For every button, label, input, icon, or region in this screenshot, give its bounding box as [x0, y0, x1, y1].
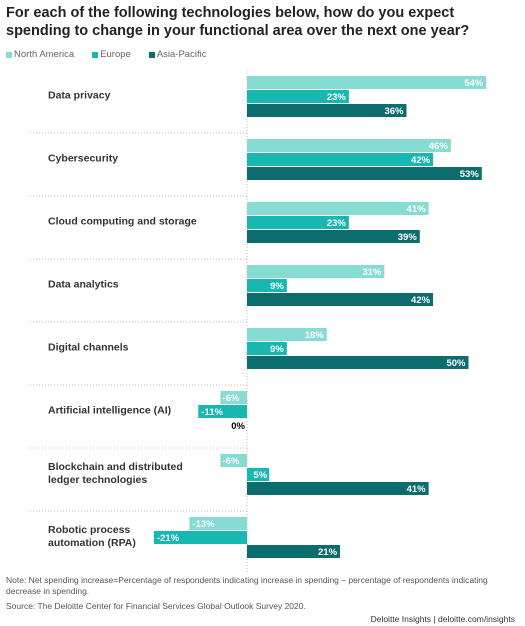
bar	[247, 342, 287, 355]
value-label: 54%	[464, 78, 484, 89]
value-label: 23%	[327, 218, 347, 229]
bar	[198, 405, 247, 418]
value-label: 46%	[429, 141, 449, 152]
value-label: 0%	[231, 421, 245, 432]
category-label: Data privacy	[48, 89, 111, 102]
source: Source: The Deloitte Center for Financia…	[6, 601, 306, 611]
bar	[247, 76, 487, 89]
bar	[247, 328, 327, 341]
category-label: Data analytics	[48, 278, 119, 291]
value-label: -6%	[222, 393, 239, 404]
legend-item: North America	[6, 49, 74, 60]
legend-swatch	[92, 51, 99, 58]
bar	[247, 139, 451, 152]
bar	[247, 202, 429, 215]
chart-title: For each of the following technologies b…	[6, 5, 470, 39]
bar	[247, 293, 434, 306]
value-label: 42%	[411, 155, 431, 166]
bar	[189, 517, 247, 530]
value-label: 41%	[407, 204, 427, 215]
value-label: 9%	[270, 344, 284, 355]
value-label: 39%	[398, 232, 418, 243]
value-label: 36%	[384, 106, 404, 117]
bar	[220, 454, 247, 467]
legend-swatch	[148, 51, 155, 58]
bar	[247, 545, 341, 558]
legend: North America Europe Asia-Pacific	[6, 49, 206, 60]
legend-swatch	[6, 51, 12, 58]
value-label: 9%	[270, 281, 284, 292]
category-label: Cloud computing and storage	[48, 215, 197, 228]
footer: Deloitte Insights | deloitte.com/insight…	[370, 614, 515, 624]
bar	[247, 104, 407, 117]
bar	[247, 468, 270, 481]
bar	[247, 230, 420, 243]
category-label: Robotic process automation (RPA)	[48, 524, 136, 549]
legend-label: North America	[14, 49, 75, 60]
legend-label: Asia-Pacific	[156, 49, 207, 60]
category-label: Artificial intelligence (AI)	[48, 404, 172, 417]
value-label: -21%	[157, 533, 180, 544]
bar	[247, 279, 287, 292]
bar	[247, 90, 349, 103]
bar	[220, 391, 247, 404]
value-label: 23%	[327, 92, 347, 103]
value-label: 5%	[253, 470, 267, 481]
bar	[247, 265, 385, 278]
bar	[153, 531, 247, 544]
bar	[247, 482, 429, 495]
value-label: 41%	[407, 484, 427, 495]
bar	[247, 356, 469, 369]
bar	[247, 167, 482, 180]
category-label: Digital channels	[48, 341, 129, 354]
value-label: 53%	[460, 169, 480, 180]
legend-label: Europe	[100, 49, 131, 60]
bar	[247, 216, 349, 229]
category-label: Blockchain and distributed ledger techno…	[48, 461, 183, 486]
value-label: 42%	[411, 295, 431, 306]
legend-item: Asia-Pacific	[148, 49, 207, 60]
value-label: -11%	[201, 407, 223, 418]
note: Note: Net spending increase=Percentage o…	[6, 575, 488, 596]
value-label: -13%	[192, 519, 215, 530]
value-label: 21%	[318, 547, 338, 558]
value-label: -6%	[222, 456, 239, 467]
bar	[247, 153, 434, 166]
value-label: 50%	[446, 358, 466, 369]
category-label: Cybersecurity	[48, 152, 119, 165]
legend-item: Europe	[92, 49, 131, 60]
value-label: 18%	[305, 330, 325, 341]
value-label: 31%	[362, 267, 382, 278]
